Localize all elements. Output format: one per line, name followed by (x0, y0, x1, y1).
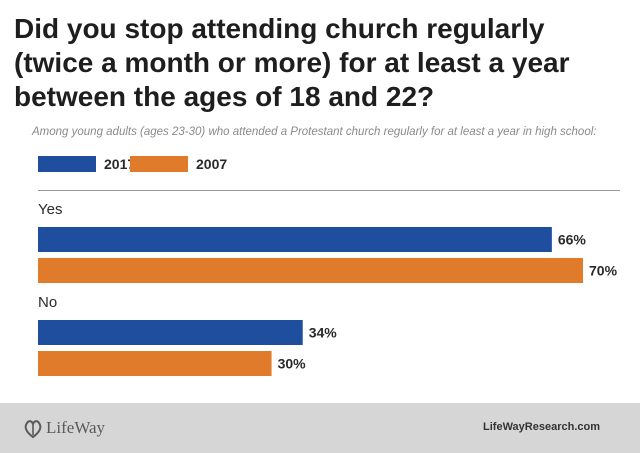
footer: LifeWay LifeWayResearch.com (0, 403, 640, 453)
data-label-no-2007: 30% (278, 356, 307, 372)
divider-top (38, 190, 620, 191)
legend-swatch-2017 (38, 156, 96, 172)
bar-yes-2007 (38, 258, 583, 283)
data-label-yes-2007: 70% (589, 263, 618, 279)
lifeway-logo-icon (24, 420, 42, 439)
legend-item-2007: 2007 (130, 156, 227, 172)
bar-no-2017 (38, 320, 303, 345)
legend-swatch-2007 (130, 156, 188, 172)
category-label-no: No (38, 294, 57, 311)
bar-yes-2017 (38, 227, 552, 252)
website-url: LifeWayResearch.com (483, 421, 600, 433)
data-label-no-2017: 34% (309, 325, 338, 341)
bar-no-2007 (38, 351, 272, 376)
legend-label-2007: 2007 (196, 156, 228, 172)
legend-label-2017: 2017 (104, 156, 136, 172)
chart-title: Did you stop attending church regularly … (14, 13, 570, 112)
category-label-yes: Yes (38, 201, 62, 218)
lifeway-logo-text: LifeWay (46, 418, 106, 437)
data-label-yes-2017: 66% (558, 232, 587, 248)
bar-chart: Yes 66%70% No 34%30% (38, 201, 618, 376)
lifeway-logo: LifeWay (22, 415, 105, 441)
chart-subtitle: Among young adults (ages 23-30) who atte… (32, 126, 597, 138)
legend-item-2017: 2017 (38, 156, 135, 172)
